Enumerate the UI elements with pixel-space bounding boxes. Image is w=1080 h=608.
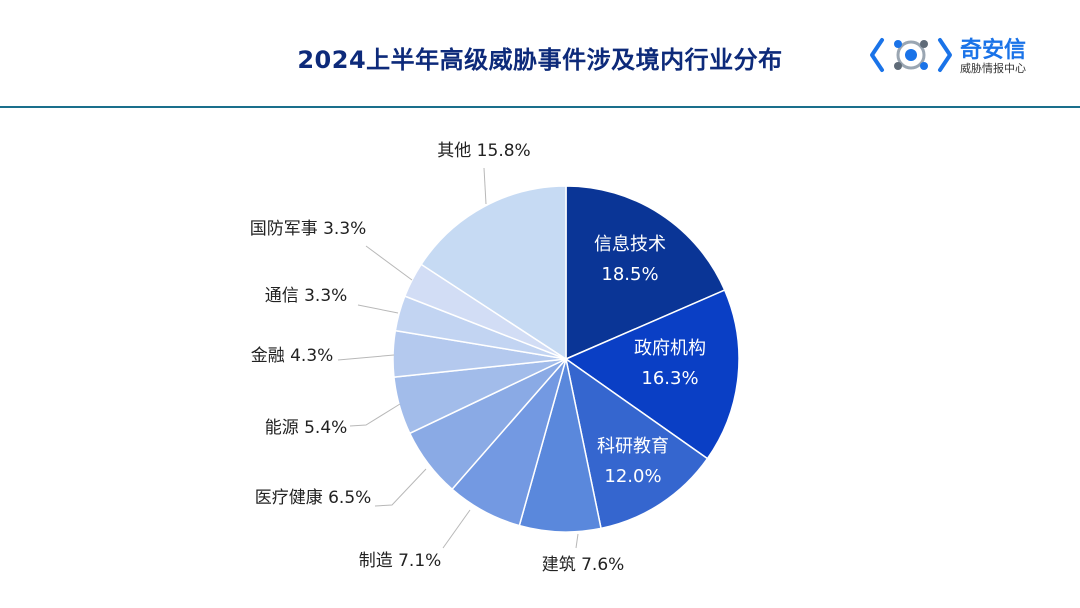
- slice-label-10: 国防军事 3.3%: [250, 219, 367, 239]
- slice-value-1: 18.5%: [601, 264, 658, 285]
- leader-line-7: [349, 403, 401, 427]
- logo-name: 奇安信: [960, 38, 1027, 63]
- slice-label-4: 建筑 7.6%: [542, 555, 625, 575]
- leader-line-4: [575, 533, 579, 549]
- slice-label-7: 能源 5.4%: [265, 418, 348, 438]
- chart-title: 2024上半年高级威胁事件涉及境内行业分布: [297, 46, 783, 74]
- leader-line-5: [442, 509, 471, 549]
- slice-label-3: 科研教育: [597, 436, 669, 457]
- leader-line-6: [374, 468, 427, 507]
- slice-label-6: 医疗健康 6.5%: [255, 488, 372, 508]
- slice-label-8: 金融 4.3%: [251, 346, 334, 366]
- pie-slice-3: [564, 357, 709, 530]
- logo-subtitle: 威胁情报中心: [960, 62, 1026, 75]
- slice-label-5: 制造 7.1%: [359, 551, 442, 571]
- slice-value-2: 16.3%: [641, 368, 698, 389]
- leader-line-11: [483, 167, 487, 205]
- slice-value-3: 12.0%: [604, 466, 661, 487]
- slice-label-9: 通信 3.3%: [265, 286, 348, 306]
- slice-label-2: 政府机构: [634, 338, 706, 359]
- leader-line-8: [337, 354, 395, 361]
- logo: 奇安信 威胁情报中心: [868, 30, 1068, 80]
- pie-slice-11: [420, 185, 567, 361]
- pie-slice-2: [564, 289, 740, 460]
- header: 2024上半年高级威胁事件涉及境内行业分布 奇安信 威胁情报中心: [0, 0, 1080, 106]
- leader-line-10: [365, 245, 413, 281]
- pie-slice-1: [565, 185, 726, 361]
- slice-label-11: 其他 15.8%: [437, 141, 530, 161]
- slice-label-1: 信息技术: [594, 234, 666, 255]
- leader-line-9: [357, 304, 399, 314]
- logo-icon: [870, 38, 952, 72]
- pie-chart: 信息技术 18.5% 政府机构 16.3% 科研教育 12.0% 建筑 7.6% 制造 7.1…: [250, 141, 740, 575]
- header-divider: [0, 106, 1080, 108]
